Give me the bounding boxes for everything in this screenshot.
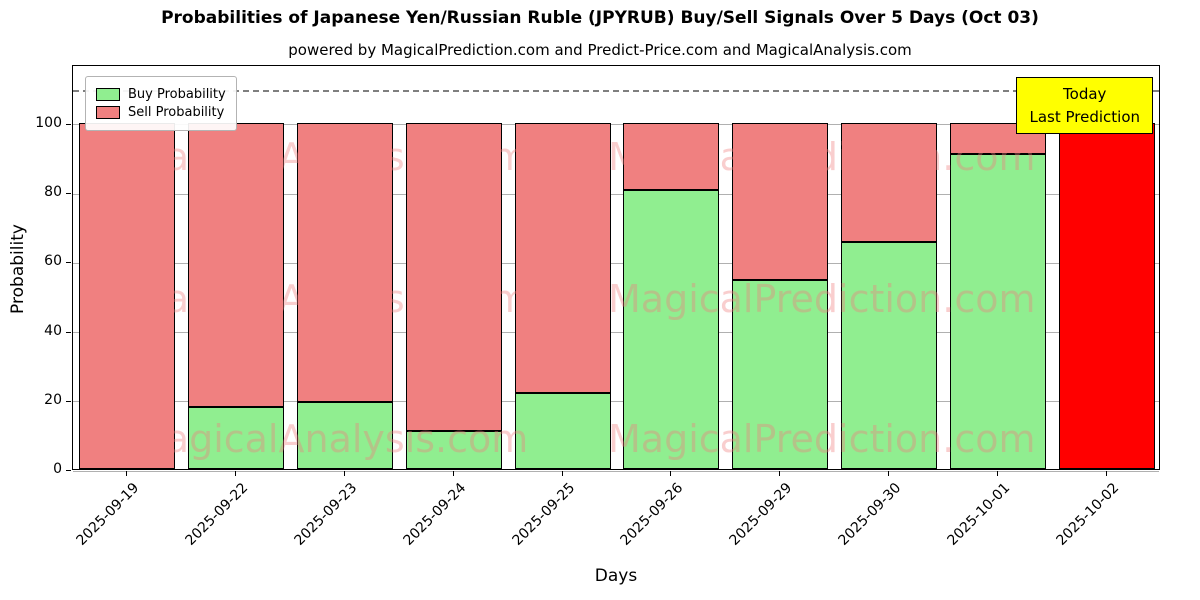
x-tick-mark <box>996 471 998 476</box>
y-tick-label: 20 <box>44 391 62 408</box>
x-tick-label: 2025-09-26 <box>617 480 687 549</box>
x-tick-label: 2025-09-25 <box>509 480 578 549</box>
gridline <box>73 124 1159 126</box>
x-tick-mark <box>126 471 128 476</box>
x-tick-mark <box>779 471 781 476</box>
bar-segment-buy <box>297 401 393 469</box>
y-tick-label: 40 <box>44 322 62 339</box>
x-tick-mark <box>561 471 563 476</box>
x-tick-label: 2025-09-22 <box>182 480 252 549</box>
chart-title: Probabilities of Japanese Yen/Russian Ru… <box>161 8 1039 28</box>
x-tick-label: 2025-09-23 <box>291 480 361 549</box>
y-tick-mark <box>66 331 71 333</box>
y-tick-label: 100 <box>35 114 62 131</box>
bar-segment-buy <box>514 392 611 469</box>
legend-label-sell: Sell Probability <box>128 105 225 120</box>
x-tick-mark <box>888 471 889 476</box>
y-tick-mark <box>66 400 71 402</box>
bar-segment-sell <box>841 122 937 243</box>
bar-segment-buy <box>732 280 829 469</box>
today-annotation: Today Last Prediction <box>1016 77 1153 134</box>
x-axis-label: Days <box>594 566 638 586</box>
gridline <box>73 193 1159 195</box>
bar-segment-sell <box>188 122 285 407</box>
gridline <box>73 262 1159 264</box>
legend-item-buy: Buy Probability <box>96 87 226 102</box>
dashed-threshold-line <box>73 90 1159 93</box>
bar-segment-sell <box>405 122 502 431</box>
bar-segment-buy <box>188 406 285 469</box>
x-tick-mark <box>1105 471 1107 476</box>
y-tick-mark <box>66 262 71 264</box>
gridline <box>73 401 1159 403</box>
y-tick-mark <box>66 193 71 195</box>
bar-segment-buy <box>841 242 937 469</box>
bar-segment-buy <box>405 430 502 469</box>
gridline <box>73 332 1159 334</box>
x-tick-label: 2025-09-29 <box>726 480 796 549</box>
y-tick-label: 80 <box>44 184 62 201</box>
y-tick-mark <box>66 470 71 471</box>
x-tick-label: 2025-10-02 <box>1053 480 1122 549</box>
legend-label-buy: Buy Probability <box>128 87 226 102</box>
bar-segment-buy <box>949 154 1046 469</box>
chart-subtitle: powered by MagicalPrediction.com and Pre… <box>288 41 912 59</box>
y-tick-label: 60 <box>44 253 62 270</box>
x-tick-label: 2025-09-30 <box>835 480 905 549</box>
y-tick-mark <box>66 123 71 125</box>
gridline <box>73 470 1159 472</box>
x-tick-label: 2025-09-19 <box>73 480 143 549</box>
bar-segment-sell <box>1058 122 1155 469</box>
bar-segment-sell <box>297 122 393 402</box>
bar-segment-sell <box>79 122 176 469</box>
annotation-line1: Today <box>1063 85 1107 103</box>
legend-item-sell: Sell Probability <box>96 105 226 120</box>
legend: Buy Probability Sell Probability <box>85 76 237 131</box>
annotation-line2: Last Prediction <box>1029 107 1140 126</box>
x-tick-mark <box>452 471 454 476</box>
x-tick-mark <box>235 471 237 476</box>
plot-area: MagicalAnalysis.com MagicalPrediction.com… <box>72 65 1160 472</box>
bar-segment-sell <box>623 122 720 191</box>
x-tick-label: 2025-09-24 <box>400 480 470 549</box>
bar-segment-sell <box>732 122 829 281</box>
bar-segment-sell <box>514 122 611 393</box>
y-tick-label: 0 <box>53 461 62 477</box>
x-tick-mark <box>670 471 672 476</box>
x-tick-label: 2025-10-01 <box>944 480 1014 549</box>
sell-color-swatch <box>96 106 120 119</box>
buy-color-swatch <box>96 88 120 101</box>
x-tick-mark <box>344 471 345 476</box>
bar-segment-buy <box>623 190 720 469</box>
